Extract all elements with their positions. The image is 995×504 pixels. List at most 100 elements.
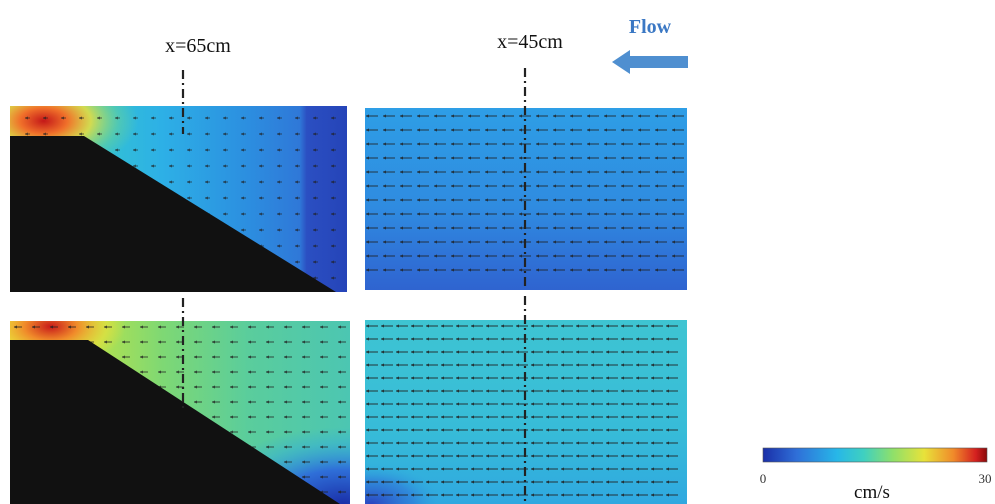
velocity-vector-head xyxy=(502,128,505,132)
velocity-vector-head xyxy=(331,148,334,152)
velocity-vector-head xyxy=(295,196,298,200)
velocity-vector-head xyxy=(531,415,534,419)
velocity-vector-head xyxy=(501,467,504,471)
velocity-vector-head xyxy=(604,226,607,230)
velocity-vector-head xyxy=(241,212,244,216)
velocity-vector-head xyxy=(546,350,549,354)
velocity-vector-head xyxy=(313,228,316,232)
velocity-vector-head xyxy=(205,132,208,136)
velocity-vector-head xyxy=(591,428,594,432)
velocity-vector-head xyxy=(451,240,454,244)
velocity-vector-head xyxy=(223,196,226,200)
velocity-vector-head xyxy=(502,170,505,174)
velocity-vector-head xyxy=(277,116,280,120)
velocity-vector-head xyxy=(396,454,399,458)
velocity-vector-head xyxy=(561,480,564,484)
velocity-vector-head xyxy=(546,389,549,393)
velocity-vectors-top-right xyxy=(366,114,684,272)
velocity-vector-head xyxy=(383,170,386,174)
velocity-vector-head xyxy=(400,240,403,244)
velocity-vector-head xyxy=(536,184,539,188)
velocity-vector-head xyxy=(666,493,669,497)
velocity-vector-head xyxy=(519,142,522,146)
velocity-vector-head xyxy=(587,114,590,118)
velocity-vector-head xyxy=(331,244,334,248)
velocity-vector-head xyxy=(366,142,369,146)
velocity-vector-head xyxy=(400,114,403,118)
velocity-vector-head xyxy=(79,132,82,136)
velocity-vector-head xyxy=(451,212,454,216)
velocity-vector-head xyxy=(570,268,573,272)
velocity-vector-head xyxy=(381,376,384,380)
velocity-vector-head xyxy=(366,389,369,393)
velocity-vector-head xyxy=(417,156,420,160)
velocity-vector-head xyxy=(638,212,641,216)
velocity-vector-head xyxy=(666,337,669,341)
velocity-vector-head xyxy=(604,254,607,258)
velocity-vector-head xyxy=(396,428,399,432)
velocity-vector-head xyxy=(570,240,573,244)
velocity-vector-head xyxy=(666,415,669,419)
velocity-vector-head xyxy=(519,240,522,244)
velocity-vector-head xyxy=(230,355,233,359)
velocity-vector-head xyxy=(338,460,341,464)
velocity-vector-head xyxy=(576,454,579,458)
velocity-vector-head xyxy=(194,325,197,329)
velocity-vector-head xyxy=(313,276,316,280)
velocity-vector-head xyxy=(456,376,459,380)
velocity-vector-head xyxy=(338,445,341,449)
velocity-vector-head xyxy=(621,350,624,354)
velocity-vector-head xyxy=(140,340,143,344)
velocity-vector-head xyxy=(546,467,549,471)
velocity-vector-head xyxy=(212,385,215,389)
velocity-vector-head xyxy=(259,212,262,216)
velocity-vector-head xyxy=(411,415,414,419)
velocity-vector-head xyxy=(651,428,654,432)
velocity-vector-head xyxy=(381,350,384,354)
velocity-vector-head xyxy=(212,400,215,404)
velocity-vector-head xyxy=(295,228,298,232)
velocity-vector-head xyxy=(338,370,341,374)
velocity-vector-head xyxy=(519,184,522,188)
velocity-vector-head xyxy=(655,226,658,230)
section-label-x45: x=45cm xyxy=(497,31,563,53)
velocity-vector-head xyxy=(516,454,519,458)
velocity-vector-head xyxy=(570,156,573,160)
velocity-vector-head xyxy=(531,467,534,471)
velocity-vector-head xyxy=(248,430,251,434)
velocity-vectors-bottom-right xyxy=(366,324,678,497)
velocity-vector-head xyxy=(456,363,459,367)
velocity-vector-head xyxy=(176,370,179,374)
velocity-vector-head xyxy=(313,132,316,136)
velocity-vector-head xyxy=(486,350,489,354)
velocity-vector-head xyxy=(366,415,369,419)
section-label-x65: x=65cm xyxy=(165,35,231,57)
velocity-vector-head xyxy=(205,164,208,168)
velocity-vector-head xyxy=(519,114,522,118)
velocity-vector-head xyxy=(122,340,125,344)
velocity-vector-head xyxy=(516,376,519,380)
velocity-vector-head xyxy=(417,226,420,230)
velocity-vector-head xyxy=(366,156,369,160)
velocity-vector-head xyxy=(366,428,369,432)
velocity-vector-head xyxy=(266,400,269,404)
velocity-vector-head xyxy=(638,142,641,146)
velocity-vector-head xyxy=(381,441,384,445)
velocity-vector-head xyxy=(655,254,658,258)
velocity-vector-head xyxy=(485,198,488,202)
velocity-vector-head xyxy=(426,441,429,445)
velocity-vector-head xyxy=(587,240,590,244)
velocity-vector-head xyxy=(553,128,556,132)
velocity-vector-head xyxy=(536,254,539,258)
velocity-vector-head xyxy=(553,240,556,244)
velocity-vector-head xyxy=(223,132,226,136)
velocity-vector-head xyxy=(485,212,488,216)
velocity-vector-head xyxy=(655,114,658,118)
velocity-vector-head xyxy=(576,493,579,497)
velocity-vector-head xyxy=(266,445,269,449)
velocity-vector-head xyxy=(672,128,675,132)
velocity-vector-head xyxy=(501,415,504,419)
velocity-vector-head xyxy=(417,254,420,258)
velocity-vector-head xyxy=(194,370,197,374)
velocity-vector-head xyxy=(604,212,607,216)
